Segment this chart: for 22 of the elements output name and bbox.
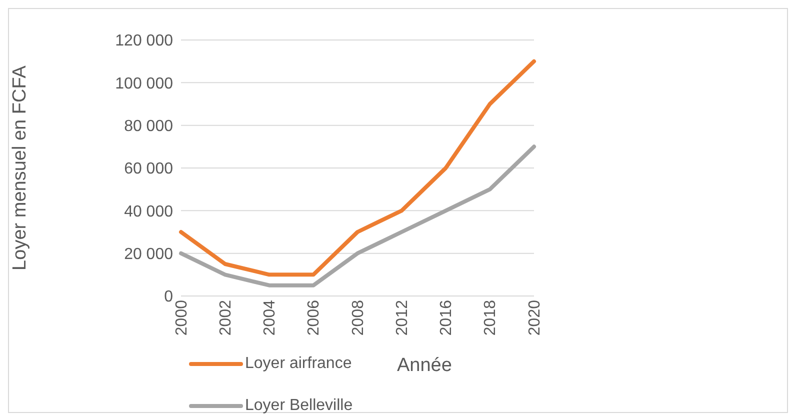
y-tick-label: 20 000 xyxy=(124,246,174,264)
x-tick-label: 2016 xyxy=(438,300,456,336)
x-tick-label: 2018 xyxy=(482,300,500,336)
y-tick-label: 120 000 xyxy=(115,32,174,50)
line-series xyxy=(179,59,536,277)
x-tick-label: 2006 xyxy=(306,300,323,336)
x-tick-label: 2000 xyxy=(173,300,190,336)
x-tick-label: 2004 xyxy=(262,300,279,336)
x-tick-label: 2020 xyxy=(526,300,544,336)
y-tick-label: 80 000 xyxy=(124,118,174,136)
y-tick-label: 100 000 xyxy=(115,75,174,92)
x-tick-label: 2002 xyxy=(217,300,234,336)
line-series xyxy=(179,144,536,288)
y-tick-label: 60 000 xyxy=(124,160,174,178)
x-tick-label: 2012 xyxy=(394,300,411,336)
legend-label: Loyer airfrance xyxy=(245,355,352,373)
y-tick-label: 40 000 xyxy=(124,203,174,220)
x-tick-label: 2008 xyxy=(350,300,367,336)
y-axis-title: Loyer mensuel en FCFA xyxy=(10,65,31,270)
y-tick-label: 0 xyxy=(164,288,174,306)
x-axis-title: Année xyxy=(397,355,452,377)
legend-label: Loyer Belleville xyxy=(245,397,353,415)
